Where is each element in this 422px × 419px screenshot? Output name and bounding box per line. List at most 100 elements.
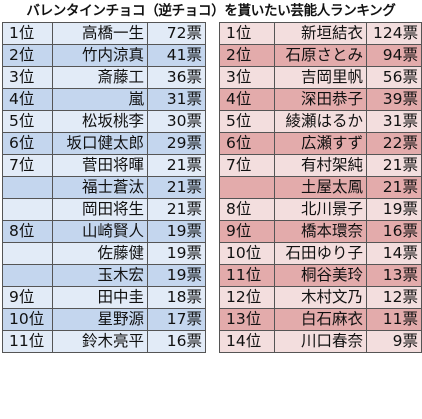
votes-cell: 41票 (147, 44, 206, 67)
rank-cell: 4位 (2, 88, 53, 111)
table-row: 4位 深田恭子 39票 (219, 88, 422, 111)
ranking-table-right-body: 1位 新垣結衣 124票 2位 石原さとみ 94票 3位 吉岡里帆 56票 4位 深田恭子 39票 5位… (219, 22, 422, 353)
rank-cell: 10位 (219, 242, 275, 265)
rank-cell (2, 264, 53, 287)
rank-cell (2, 176, 53, 199)
name-cell: 深田恭子 (274, 88, 367, 111)
name-cell: 坂口健太郎 (52, 132, 148, 155)
table-row: 10位 石田ゆり子 14票 (219, 242, 422, 265)
votes-cell: 21票 (147, 198, 206, 221)
name-cell: 木村文乃 (274, 286, 367, 309)
name-cell: 山崎賢人 (52, 220, 148, 243)
votes-cell: 17票 (147, 308, 206, 331)
name-cell: 岡田将生 (52, 198, 148, 221)
rank-cell: 11位 (2, 330, 53, 353)
table-row: 福士蒼汰 21票 (2, 176, 206, 199)
name-cell: 新垣結衣 (274, 22, 367, 45)
rank-cell: 3位 (2, 66, 53, 89)
rank-cell: 1位 (219, 22, 275, 45)
name-cell: 白石麻衣 (274, 308, 367, 331)
votes-cell: 21票 (147, 154, 206, 177)
table-row: 12位 木村文乃 12票 (219, 286, 422, 309)
table-row: 7位 菅田将暉 21票 (2, 154, 206, 177)
votes-cell: 39票 (366, 88, 422, 111)
rank-cell (2, 242, 53, 265)
name-cell: 鈴木亮平 (52, 330, 148, 353)
votes-cell: 18票 (147, 286, 206, 309)
rank-cell: 5位 (2, 110, 53, 133)
votes-cell: 14票 (366, 242, 422, 265)
rank-cell: 11位 (219, 264, 275, 287)
table-row: 7位 有村架純 21票 (219, 154, 422, 177)
ranking-table-left: 1位 高橋一生 72票 2位 竹内涼真 41票 3位 斎藤工 36票 4位嵐 31票 5位 松坂桃李 30… (2, 22, 206, 353)
table-row: 玉木宏 19票 (2, 264, 206, 287)
name-cell: 有村架純 (274, 154, 367, 177)
rank-cell (219, 176, 275, 199)
votes-cell: 21票 (366, 154, 422, 177)
table-row: 3位 吉岡里帆 56票 (219, 66, 422, 89)
rank-cell: 2位 (2, 44, 53, 67)
table-row: 11位 桐谷美玲 13票 (219, 264, 422, 287)
rank-cell (2, 198, 53, 221)
name-cell: 橋本環奈 (274, 220, 367, 243)
name-cell: 桐谷美玲 (274, 264, 367, 287)
ranking-table-left-body: 1位 高橋一生 72票 2位 竹内涼真 41票 3位 斎藤工 36票 4位嵐 31票 5位 松坂桃李 30… (2, 22, 206, 353)
name-cell: 嵐 (52, 88, 148, 111)
table-row: 9位 橋本環奈 16票 (219, 220, 422, 243)
table-row: 5位 松坂桃李 30票 (2, 110, 206, 133)
name-cell: 綾瀬はるか (274, 110, 367, 133)
table-row: 佐藤健 19票 (2, 242, 206, 265)
table-row: 5位 綾瀬はるか 31票 (219, 110, 422, 133)
rank-cell: 10位 (2, 308, 53, 331)
table-row: 1位 新垣結衣 124票 (219, 22, 422, 45)
votes-cell: 13票 (366, 264, 422, 287)
votes-cell: 21票 (147, 176, 206, 199)
votes-cell: 31票 (366, 110, 422, 133)
rank-cell: 13位 (219, 308, 275, 331)
rank-cell: 4位 (219, 88, 275, 111)
votes-cell: 19票 (147, 242, 206, 265)
name-cell: 星野源 (52, 308, 148, 331)
votes-cell: 19票 (147, 220, 206, 243)
votes-cell: 36票 (147, 66, 206, 89)
rank-cell: 12位 (219, 286, 275, 309)
rank-cell: 3位 (219, 66, 275, 89)
votes-cell: 19票 (366, 198, 422, 221)
rank-cell: 5位 (219, 110, 275, 133)
name-cell: 竹内涼真 (52, 44, 148, 67)
votes-cell: 29票 (147, 132, 206, 155)
votes-cell: 94票 (366, 44, 422, 67)
rank-cell: 7位 (2, 154, 53, 177)
name-cell: 石田ゆり子 (274, 242, 367, 265)
page-title: バレンタインチョコ（逆チョコ）を貰いたい芸能人ランキング (26, 3, 396, 19)
name-cell: 石原さとみ (274, 44, 367, 67)
name-cell: 福士蒼汰 (52, 176, 148, 199)
table-row: 土屋太鳳 21票 (219, 176, 422, 199)
votes-cell: 30票 (147, 110, 206, 133)
table-row: 9位 田中圭 18票 (2, 286, 206, 309)
votes-cell: 124票 (366, 22, 422, 45)
name-cell: 佐藤健 (52, 242, 148, 265)
rank-cell: 8位 (219, 198, 275, 221)
name-cell: 松坂桃李 (52, 110, 148, 133)
table-row: 10位 星野源 17票 (2, 308, 206, 331)
votes-cell: 16票 (147, 330, 206, 353)
votes-cell: 22票 (366, 132, 422, 155)
table-row: 8位 北川景子 19票 (219, 198, 422, 221)
rank-cell: 9位 (219, 220, 275, 243)
rank-cell: 6位 (2, 132, 53, 155)
name-cell: 吉岡里帆 (274, 66, 367, 89)
votes-cell: 12票 (366, 286, 422, 309)
table-row: 岡田将生 21票 (2, 198, 206, 221)
table-row: 11位 鈴木亮平 16票 (2, 330, 206, 353)
votes-cell: 11票 (366, 308, 422, 331)
name-cell: 広瀬すず (274, 132, 367, 155)
table-row: 6位 広瀬すず 22票 (219, 132, 422, 155)
name-cell: 川口春奈 (274, 330, 367, 353)
votes-cell: 9票 (366, 330, 422, 353)
name-cell: 北川景子 (274, 198, 367, 221)
table-row: 14位 川口春奈 9票 (219, 330, 422, 353)
name-cell: 土屋太鳳 (274, 176, 367, 199)
votes-cell: 72票 (147, 22, 206, 45)
table-row: 8位 山崎賢人 19票 (2, 220, 206, 243)
